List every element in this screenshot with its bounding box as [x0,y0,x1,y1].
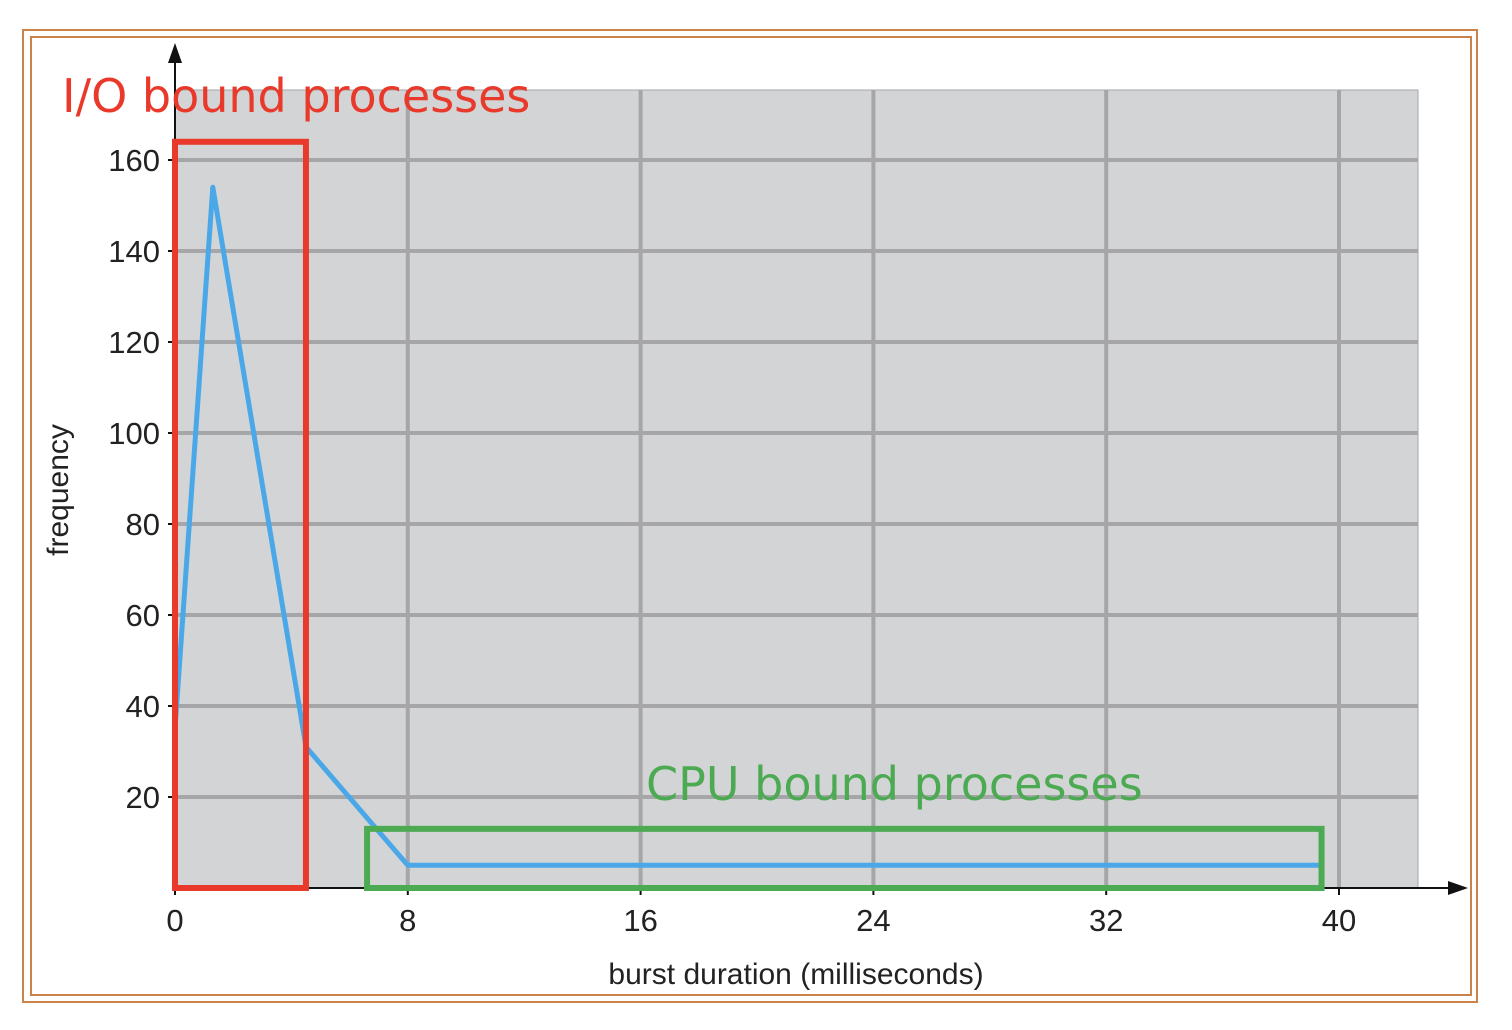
tick-labels: 0 8 16 24 32 40 20 40 60 80 100 120 140 160 [108,143,1356,938]
x-axis-arrow-icon [1448,881,1468,895]
inner-frame [30,36,1472,996]
plot-area [174,89,1419,889]
y-tick-label: 40 [126,689,160,724]
x-tick-label: 0 [166,903,183,938]
cpu-bound-label: CPU bound processes [646,757,1143,811]
y-tick-label: 120 [108,325,160,360]
io-bound-highlight-box [172,138,309,892]
x-tick-label: 16 [623,903,657,938]
y-tick-label: 80 [126,507,160,542]
x-axis-label: burst duration (milliseconds) [608,958,983,991]
y-tick-label: 20 [126,780,160,815]
x-tick-label: 32 [1089,903,1123,938]
frequency-series-line [172,184,1319,868]
grid-lines [175,90,1418,888]
y-tick-label: 160 [108,143,160,178]
x-tick-label: 40 [1322,903,1356,938]
io-bound-label: I/O bound processes [62,69,530,123]
y-tick-label: 100 [108,416,160,451]
x-tick-label: 8 [399,903,416,938]
y-axis-arrow-icon [168,43,182,63]
y-tick-label: 60 [126,598,160,633]
outer-frame [22,29,1478,1003]
y-axis-label: frequency [42,424,75,556]
series-group [172,184,1319,868]
y-tick-label: 140 [108,234,160,269]
annotation-group: I/O bound processes CPU bound processes [62,69,1325,892]
x-tick-label: 24 [856,903,890,938]
cpu-bound-highlight-box [364,825,1325,891]
